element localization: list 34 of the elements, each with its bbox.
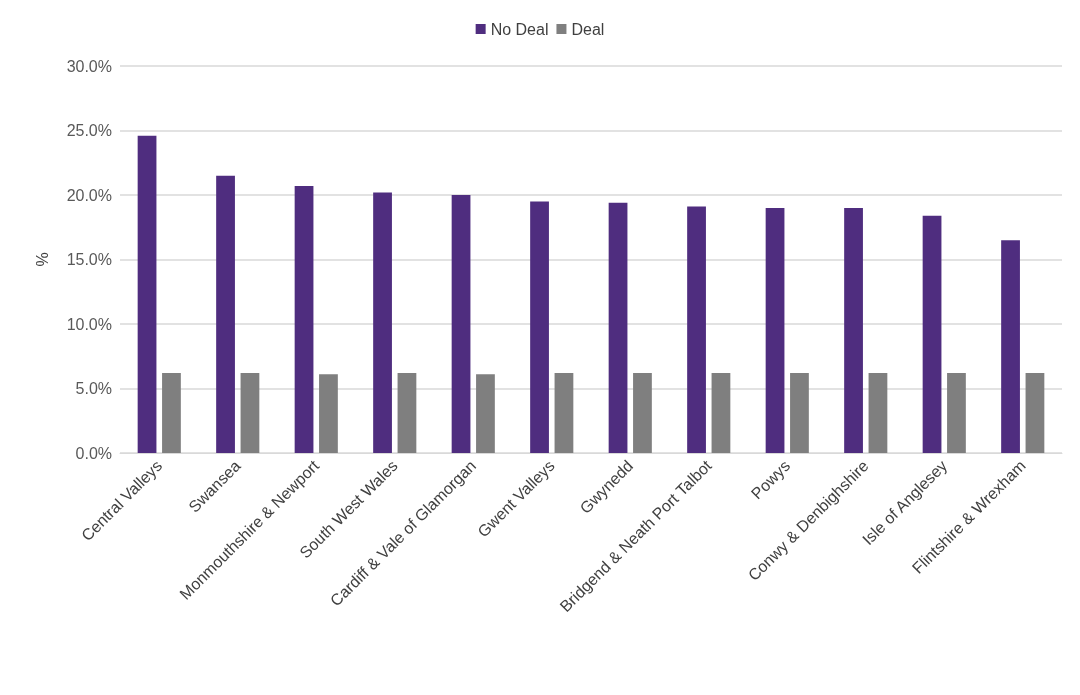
bar [373, 192, 392, 453]
y-tick-label: 20.0% [66, 186, 112, 204]
bar [711, 373, 731, 453]
bar [844, 207, 863, 453]
y-tick-label: 0.0% [75, 444, 112, 462]
bar [451, 195, 471, 453]
y-tick-label: 5.0% [75, 380, 112, 397]
bar [476, 374, 495, 453]
bar [633, 373, 652, 453]
bar [687, 206, 706, 453]
bar [162, 373, 181, 453]
bar [922, 215, 942, 453]
bar [765, 207, 785, 453]
bar [216, 175, 235, 453]
legend-label: Deal [571, 20, 605, 38]
bar [137, 135, 157, 453]
bar [530, 201, 549, 453]
y-tick-label: 10.0% [66, 315, 112, 333]
bar [1001, 240, 1020, 453]
bar [1025, 373, 1045, 453]
y-tick-label: 30.0% [66, 57, 112, 75]
bar [294, 185, 314, 453]
bar [947, 373, 966, 453]
legend-label: No Deal [490, 20, 549, 38]
y-tick-label: 25.0% [66, 122, 112, 139]
bar [868, 373, 888, 453]
bar [319, 374, 338, 453]
bar [554, 373, 574, 453]
bar [240, 373, 260, 453]
y-axis-title: % [33, 252, 51, 267]
bar [397, 373, 417, 453]
y-tick-label: 15.0% [66, 251, 112, 268]
bar [608, 202, 628, 453]
bar [790, 373, 809, 453]
